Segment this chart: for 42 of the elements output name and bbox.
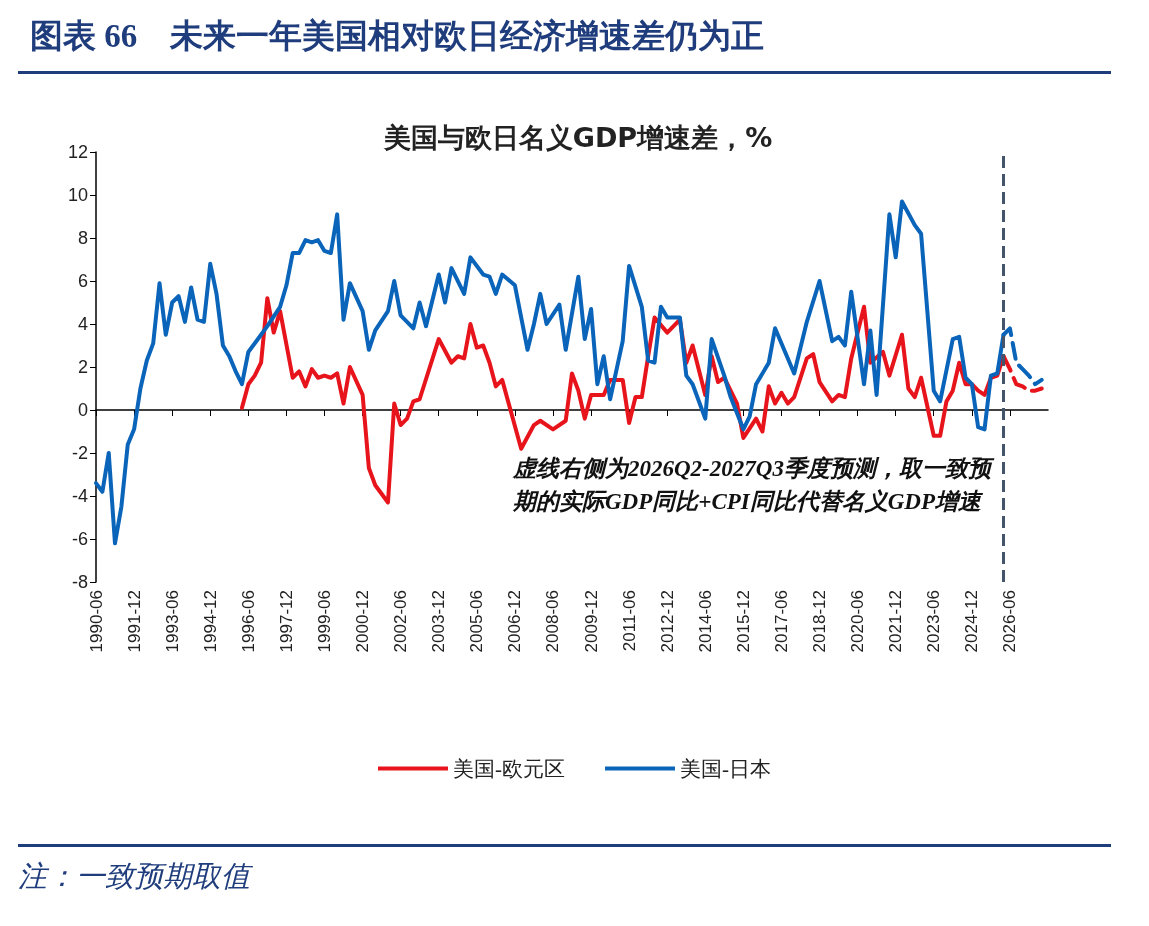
x-tick-label: 2009-12 <box>581 590 601 653</box>
x-tick-label: 1996-06 <box>238 590 258 653</box>
x-tick-label: 2018-12 <box>810 590 830 653</box>
y-tick-label: 2 <box>77 357 88 377</box>
y-tick-label: 12 <box>67 142 88 162</box>
y-tick-label: 4 <box>77 314 88 334</box>
x-tick-label: 2023-06 <box>924 590 944 653</box>
y-tick-label: -6 <box>71 529 88 549</box>
x-tick-label: 2014-06 <box>695 590 715 653</box>
x-tick-label: 2026-06 <box>1000 590 1020 653</box>
x-tick-label: 2003-12 <box>429 590 449 653</box>
x-tick-label: 2017-06 <box>771 590 791 653</box>
x-tick-label: 1991-12 <box>124 590 144 653</box>
text: 注：一致预期取值 <box>18 844 1111 907</box>
x-tick-label: 2002-06 <box>391 590 411 653</box>
annotation: 虚线右侧为2026Q2-2027Q3季度预测，取一致预期的实际GDP同比+CPI同比代替名义GDP增速 <box>512 455 995 514</box>
chart-title: 图表 66 未来一年美国相对欧日经济增速差仍为正 <box>18 8 1111 74</box>
x-tick-label: 2021-12 <box>886 590 906 653</box>
x-tick-label: 2024-12 <box>962 590 982 653</box>
x-tick-label: 2012-12 <box>657 590 677 653</box>
x-tick-label: 1990-06 <box>86 590 106 653</box>
chart-subtitle: 美国与欧日名义GDP增速差，% <box>382 122 773 153</box>
x-tick-label: 2011-06 <box>619 590 639 652</box>
x-tick-label: 1999-06 <box>314 590 334 653</box>
x-tick-label: 2020-06 <box>848 590 868 653</box>
x-tick-label: 1994-12 <box>200 590 220 653</box>
x-tick-label: 2008-06 <box>543 590 563 653</box>
x-tick-label: 2005-06 <box>467 590 487 653</box>
y-tick-label: 6 <box>77 271 88 291</box>
y-tick-label: -8 <box>71 572 88 592</box>
y-tick-label: -4 <box>71 486 88 506</box>
y-tick-label: 8 <box>77 228 88 248</box>
x-tick-label: 1993-06 <box>162 590 182 653</box>
y-tick-label: 0 <box>77 400 88 420</box>
x-tick-label: 1997-12 <box>276 590 296 653</box>
legend-label: 美国-欧元区 <box>453 756 566 781</box>
y-tick-label: 10 <box>67 185 88 205</box>
legend-label: 美国-日本 <box>680 756 771 781</box>
y-tick-label: -2 <box>71 443 88 463</box>
x-tick-label: 2015-12 <box>733 590 753 653</box>
x-tick-label: 2006-12 <box>505 590 525 653</box>
x-tick-label: 2000-12 <box>353 590 373 653</box>
